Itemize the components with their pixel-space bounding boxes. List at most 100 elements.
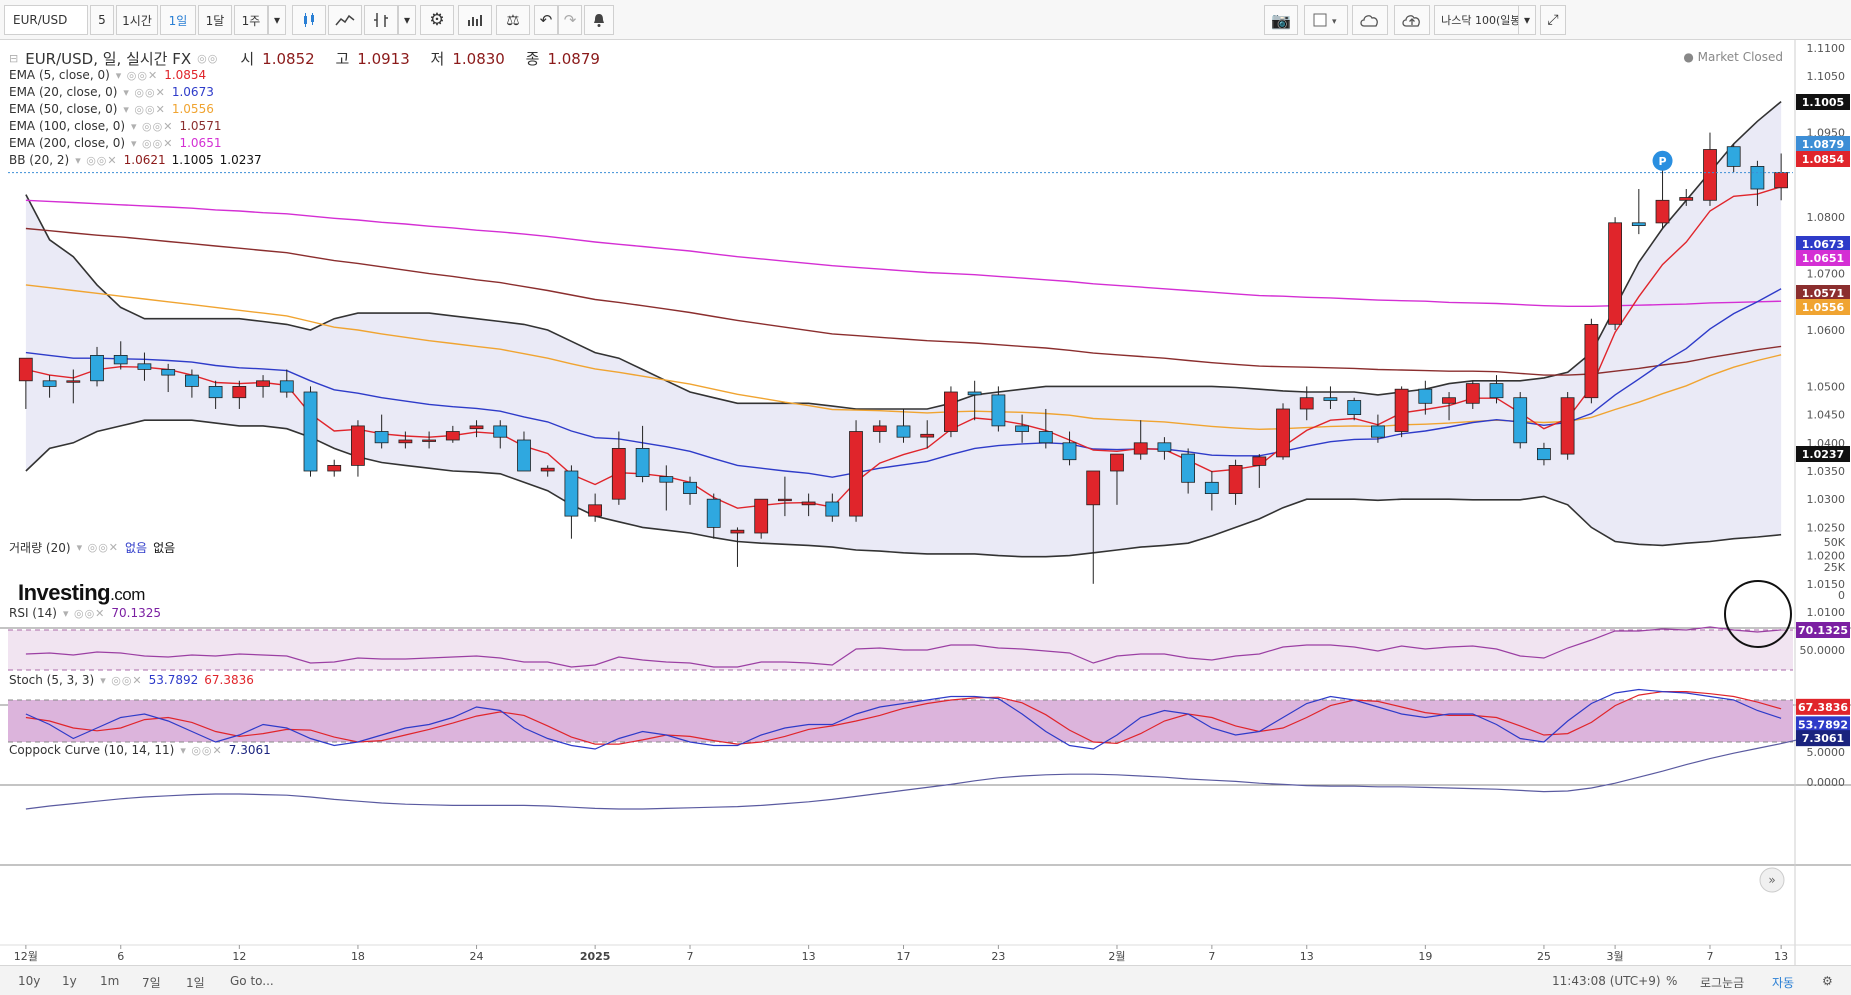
goto-button[interactable]: Go to...	[230, 974, 274, 988]
interval-5m-button[interactable]: 5	[90, 5, 114, 35]
candle-body	[327, 464, 342, 472]
legend-controls-icon[interactable]: ▾ ◎◎✕	[76, 541, 120, 554]
redo-icon[interactable]: ↷	[558, 5, 582, 35]
candle-body	[754, 498, 769, 534]
candle-body	[1062, 442, 1077, 461]
indicators-icon[interactable]	[364, 5, 398, 35]
price-badge: 1.1005	[1802, 96, 1844, 109]
legend-controls-icon[interactable]: ▾ ◎◎✕	[100, 673, 143, 687]
undo-icon[interactable]: ↶	[534, 5, 558, 35]
bb-lower-value: 1.0237	[219, 153, 262, 167]
legend-controls-icon[interactable]: ▾ ◎◎✕	[115, 68, 159, 82]
range-10y-button[interactable]: 10y	[18, 974, 41, 988]
scroll-right-icon	[1759, 867, 1785, 893]
rsi-name: RSI (14)	[9, 606, 57, 620]
time-tick-label: 2025	[580, 950, 611, 963]
price-badge: 1.0673	[1802, 238, 1844, 251]
bb-lower-line	[25, 419, 1782, 558]
price-tick-label: 1.1050	[1807, 70, 1846, 83]
open-label: 시	[240, 50, 255, 68]
legend-controls-icon[interactable]: ◎◎	[197, 52, 219, 65]
coppock-legend[interactable]: Coppock Curve (10, 14, 11) ▾ ◎◎✕ 7.3061	[9, 743, 271, 757]
price-badge: 1.0237	[1802, 448, 1844, 461]
candle-body	[279, 380, 294, 393]
candle-body	[161, 369, 176, 376]
candle-body	[611, 447, 626, 500]
bb-basis-value: 1.0621	[123, 153, 166, 167]
dropdown-icon[interactable]: ▾	[398, 5, 416, 35]
ema50-legend[interactable]: EMA (50, close, 0) ▾ ◎◎✕ 1.0556	[9, 102, 214, 116]
range-1y-button[interactable]: 1y	[62, 974, 77, 988]
price-badge-bg	[1796, 236, 1850, 252]
ema20-legend[interactable]: EMA (20, close, 0) ▾ ◎◎✕ 1.0673	[9, 85, 214, 99]
legend-controls-icon[interactable]: ▾ ◎◎✕	[75, 153, 118, 167]
color-box-icon[interactable]: ▾	[1304, 5, 1348, 35]
logo-brand: Investing	[18, 580, 111, 605]
time-tick-label: 23	[991, 950, 1005, 963]
symbol-input[interactable]: EUR/USD	[4, 5, 88, 35]
ema200-legend[interactable]: EMA (200, close, 0) ▾ ◎◎✕ 1.0651	[9, 136, 221, 150]
ema100-legend[interactable]: EMA (100, close, 0) ▾ ◎◎✕ 1.0571	[9, 119, 221, 133]
candle-body	[398, 439, 413, 444]
log-scale-toggle[interactable]: 로그눈금	[1700, 976, 1745, 990]
alert-icon[interactable]	[584, 5, 614, 35]
chart-area[interactable]: P1.11001.10501.09501.09001.08001.07501.0…	[0, 40, 1851, 965]
cloud-save-icon[interactable]	[1352, 5, 1388, 35]
auto-scale-toggle[interactable]: 자동	[1772, 976, 1795, 990]
ema200-line	[25, 199, 1782, 307]
range-1m-button[interactable]: 1m	[100, 974, 120, 988]
camera-icon[interactable]: 📷	[1264, 5, 1298, 35]
coppock-tick-label: 5.0000	[1807, 746, 1846, 759]
candle-body	[635, 447, 650, 477]
legend-controls-icon[interactable]: ▾ ◎◎✕	[131, 136, 174, 150]
price-badge: 1.0854	[1802, 153, 1845, 166]
market-dropdown-icon[interactable]: ▾	[1518, 5, 1536, 35]
ema20-value: 1.0673	[171, 85, 214, 99]
candle-body	[137, 363, 152, 370]
ema20-name: EMA (20, close, 0)	[9, 85, 118, 99]
svg-text:▾: ▾	[1332, 17, 1337, 27]
time-tick-label: 19	[1418, 950, 1432, 963]
interval-1d-button[interactable]: 1일	[160, 5, 196, 35]
settings-icon[interactable]: ⚙	[420, 5, 454, 35]
fullscreen-icon[interactable]: ⤢	[1540, 5, 1566, 35]
collapse-icon[interactable]: ⊟	[9, 52, 20, 65]
rsi-value: 70.1325	[111, 606, 162, 620]
interval-1m-button[interactable]: 1달	[198, 5, 232, 35]
legend-controls-icon[interactable]: ▾ ◎◎✕	[123, 85, 166, 99]
range-7d-button[interactable]: 7일	[142, 976, 161, 990]
candles-icon[interactable]	[292, 5, 326, 35]
studies-icon[interactable]	[458, 5, 492, 35]
line-chart-icon[interactable]	[328, 5, 362, 35]
rsi-legend[interactable]: RSI (14) ▾ ◎◎✕ 70.1325	[9, 606, 161, 620]
legend-controls-icon[interactable]: ▾ ◎◎✕	[62, 606, 106, 620]
chart-canvas[interactable]: P1.11001.10501.09501.09001.08001.07501.0…	[0, 40, 1851, 965]
bottom-bar: 10y 1y 1m 7일 1일 Go to... 11:43:08 (UTC+9…	[0, 965, 1851, 995]
candle-body	[706, 498, 721, 528]
stoch-legend[interactable]: Stoch (5, 3, 3) ▾ ◎◎✕ 53.7892 67.3836	[9, 673, 254, 687]
logo-suffix: .com	[110, 585, 145, 604]
time-tick-label: 7	[1208, 950, 1215, 963]
cloud-upload-icon[interactable]	[1394, 5, 1430, 35]
percent-toggle[interactable]: %	[1666, 974, 1678, 988]
rsi-badge-bg	[1796, 622, 1850, 638]
ema5-legend[interactable]: EMA (5, close, 0) ▾ ◎◎✕ 1.0854	[9, 68, 206, 82]
bb-legend[interactable]: BB (20, 2) ▾ ◎◎✕ 1.0621 1.1005 1.0237	[9, 153, 262, 167]
interval-1h-button[interactable]: 1시간	[116, 5, 158, 35]
interval-dropdown-icon[interactable]: ▾	[268, 5, 286, 35]
interval-1w-button[interactable]: 1주	[234, 5, 268, 35]
legend-controls-icon[interactable]: ▾ ◎◎✕	[180, 743, 223, 757]
ema5-name: EMA (5, close, 0)	[9, 68, 110, 82]
legend-controls-icon[interactable]: ▾ ◎◎✕	[123, 102, 166, 116]
settings-icon[interactable]: ⚙	[1822, 974, 1833, 988]
candle-body	[445, 431, 460, 441]
range-1d-button[interactable]: 1일	[186, 976, 205, 990]
candle-body	[1750, 166, 1765, 190]
legend-controls-icon[interactable]: ▾ ◎◎✕	[131, 119, 174, 133]
volume-tick-label: 25K	[1824, 561, 1846, 574]
compare-icon[interactable]: ⚖	[496, 5, 530, 35]
volume-legend[interactable]: 거래량 (20) ▾ ◎◎✕ 없음 없음	[9, 539, 175, 556]
candle-body	[1133, 442, 1148, 455]
stoch-d-line	[25, 690, 1782, 745]
stoch-d-badge-bg	[1796, 698, 1850, 715]
